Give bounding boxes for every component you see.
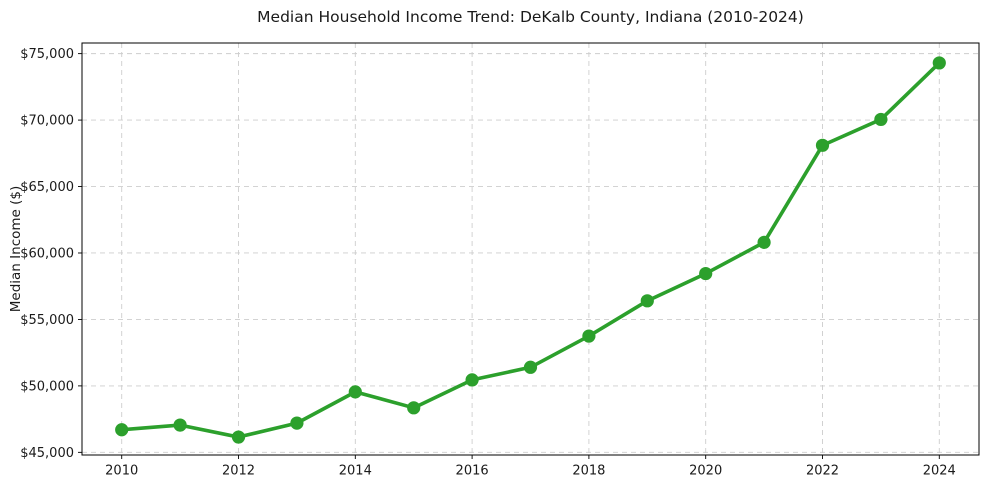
x-tick-label: 2022: [806, 464, 839, 479]
data-point-2023: [874, 112, 888, 127]
data-point-2020: [699, 266, 713, 281]
y-tick-label: $60,000: [20, 246, 74, 261]
x-tick-label: 2014: [339, 464, 372, 479]
y-tick-label: $75,000: [20, 47, 74, 62]
y-tick-label: $55,000: [20, 313, 74, 328]
x-tick-label: 2012: [222, 464, 255, 479]
data-point-2024: [932, 56, 946, 70]
data-point-2013: [290, 416, 304, 430]
trend-line: [119, 61, 942, 439]
data-point-2021: [757, 235, 771, 249]
data-point-2012: [231, 430, 246, 444]
x-tick-label: 2020: [689, 464, 722, 479]
x-tick-label: 2018: [572, 464, 605, 479]
data-point-2017: [523, 360, 538, 374]
data-point-2015: [407, 401, 421, 415]
data-point-2019: [640, 294, 654, 308]
data-point-2010: [115, 423, 129, 437]
data-point-2016: [465, 373, 479, 387]
data-point-2018: [582, 329, 596, 343]
x-tick-label: 2016: [456, 464, 489, 479]
chart-title: Median Household Income Trend: DeKalb Co…: [257, 8, 804, 26]
plot-border: [81, 42, 980, 456]
y-tick-label: $70,000: [20, 114, 74, 129]
y-tick-label: $50,000: [20, 379, 74, 394]
y-tick-label: $65,000: [20, 180, 74, 195]
data-point-2022: [815, 138, 830, 152]
x-tick-label: 2024: [923, 464, 956, 479]
data-point-2014: [348, 385, 362, 399]
x-tick-label: 2010: [105, 464, 138, 479]
y-tick-label: $45,000: [20, 446, 74, 461]
data-point-2011: [173, 418, 187, 432]
